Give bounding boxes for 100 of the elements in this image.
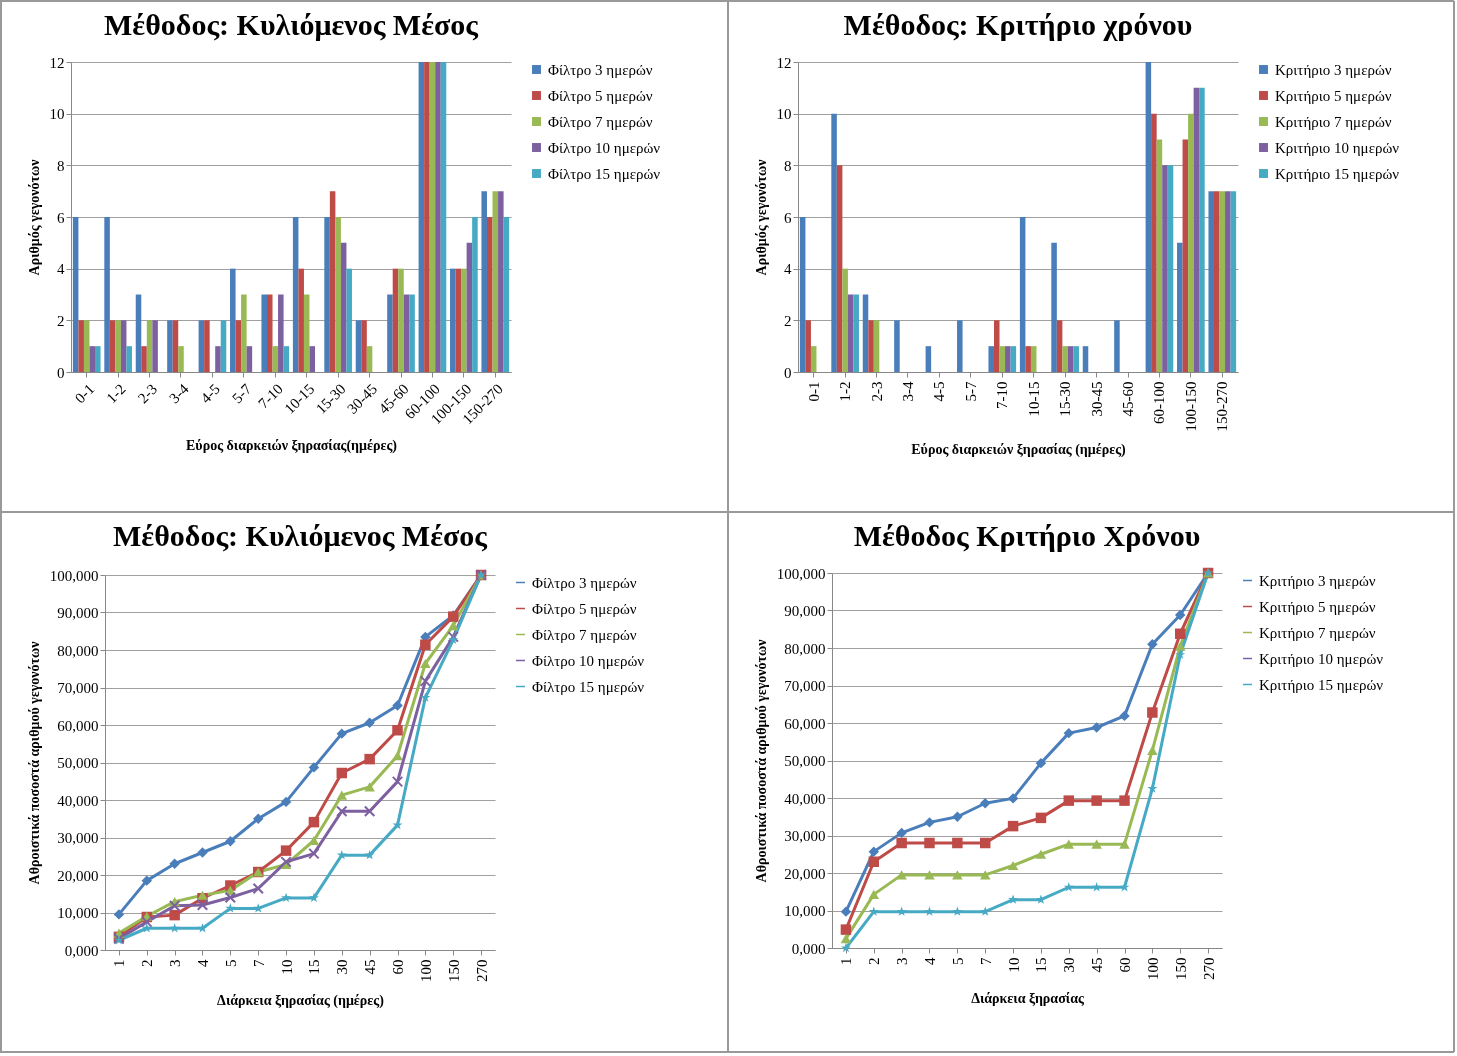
x-tick-label: 15: [306, 959, 323, 975]
x-tick-label: 4: [922, 957, 938, 965]
x-tick-label: 7: [250, 959, 267, 967]
x-tick-label: 60-100: [1151, 381, 1168, 424]
x-tick-label: 5: [222, 959, 239, 967]
legend-label: Κριτήριο 10 ημερών: [1275, 139, 1400, 156]
y-tick-label: 50,000: [784, 753, 826, 769]
y-tick-label: 20,000: [784, 865, 826, 882]
x-tick-label: 100-150: [1182, 381, 1199, 432]
legend-label: Φίλτρο 7 ημερών: [548, 113, 653, 130]
legend-label: Κριτήριο 15 ημερών: [1275, 165, 1400, 182]
y-tick-label: 40,000: [784, 790, 826, 807]
y-tick-label: 6: [57, 209, 65, 226]
y-tick-label: 30,000: [784, 828, 826, 844]
chart-title: Μέθοδος: Κυλιόμενος Μέσος: [113, 519, 488, 553]
x-tick-label: 270: [1200, 957, 1217, 980]
x-tick-label: 2: [866, 957, 883, 965]
legend-label: Κριτήριο 5 ημερών: [1259, 598, 1376, 615]
y-tick-label: 4: [57, 261, 65, 278]
x-tick-label: 30-45: [1088, 381, 1105, 417]
legend-label: Φίλτρο 5 ημερών: [548, 87, 653, 104]
y-axis-title: Αριθμός γεγονότων: [753, 158, 769, 276]
x-tick-label: 7-10: [994, 381, 1011, 409]
x-tick-label: 4-5: [931, 381, 948, 402]
x-tick-label: 10-15: [1025, 381, 1042, 417]
y-tick-label: 0: [784, 364, 792, 381]
y-tick-label: 30,000: [57, 830, 99, 846]
x-tick-label: 1: [838, 957, 855, 965]
x-tick-label: 45: [1089, 957, 1106, 973]
y-tick-label: 80,000: [57, 642, 99, 659]
x-tick-label: 2-3: [868, 381, 885, 402]
y-tick-label: 20,000: [57, 867, 99, 884]
y-tick-label: 40,000: [57, 792, 99, 809]
chart-title: Μέθοδος: Κριτήριο χρόνου: [843, 8, 1193, 41]
x-tick-label: 60: [390, 959, 406, 975]
y-tick-label: 80,000: [784, 640, 826, 657]
x-tick-label: 30: [1061, 957, 1078, 973]
chart-title: Μέθοδος: Κυλιόμενος Μέσος: [104, 8, 479, 41]
y-tick-label: 0: [57, 364, 65, 381]
x-axis-title: Εύρος διαρκειών ξηρασίας (ημέρες): [911, 442, 1127, 459]
x-tick-label: 5: [949, 957, 966, 965]
x-tick-label: 15: [1033, 957, 1050, 973]
legend-label: Κριτήριο 5 ημερών: [1275, 87, 1392, 104]
legend-label: Κριτήριο 15 ημερών: [1259, 676, 1384, 693]
x-axis-title: Διάρκεια ξηρασίας (ημέρες): [217, 993, 385, 1009]
x-tick-label: 100: [1144, 957, 1161, 980]
y-tick-label: 6: [784, 209, 792, 226]
y-tick-label: 70,000: [784, 678, 826, 694]
y-tick-label: 70,000: [57, 680, 99, 696]
x-tick-label: 100: [417, 959, 434, 982]
x-tick-label: 1-2: [103, 380, 129, 407]
x-tick-label: 5-7: [962, 381, 979, 402]
y-tick-label: 50,000: [57, 755, 99, 771]
x-tick-label: 3: [167, 959, 184, 967]
x-tick-label: 45-60: [1120, 381, 1136, 417]
y-tick-label: 100,000: [49, 567, 99, 584]
legend-label: Φίλτρο 5 ημερών: [532, 600, 637, 617]
x-axis-title: Διάρκεια ξηρασίας: [971, 991, 1085, 1006]
x-tick-label: 0-1: [805, 381, 822, 402]
x-tick-label: 7-10: [255, 380, 286, 412]
y-tick-label: 4: [784, 261, 792, 278]
y-tick-label: 10: [776, 106, 792, 123]
x-tick-label: 150: [445, 959, 462, 982]
x-tick-label: 3: [894, 957, 911, 965]
x-tick-label: 45: [362, 959, 379, 975]
x-tick-label: 3-4: [900, 381, 916, 402]
x-axis-title: Εύρος διαρκειών ξηρασίας(ημέρες): [186, 438, 398, 455]
x-tick-label: 150-270: [1214, 381, 1231, 432]
y-tick-label: 10,000: [784, 903, 826, 919]
y-tick-label: 12: [49, 54, 65, 71]
legend-label: Φίλτρο 15 ημερών: [548, 165, 661, 182]
y-tick-label: 100,000: [776, 565, 826, 582]
legend-label: Κριτήριο 3 ημερών: [1259, 572, 1376, 589]
x-tick-label: 7: [977, 957, 994, 965]
x-tick-label: 1-2: [837, 381, 854, 402]
x-tick-label: 4-5: [197, 380, 224, 407]
x-tick-label: 1: [111, 959, 128, 967]
x-tick-label: 10: [278, 959, 295, 975]
x-tick-label: 60: [1117, 957, 1133, 973]
y-tick-label: 60,000: [57, 717, 99, 734]
legend-label: Φίλτρο 3 ημερών: [532, 574, 637, 591]
legend-label: Κριτήριο 3 ημερών: [1275, 61, 1392, 78]
y-tick-label: 0,000: [791, 940, 826, 957]
legend-label: Φίλτρο 15 ημερών: [532, 678, 645, 695]
x-tick-label: 2: [139, 959, 156, 967]
x-tick-label: 2-3: [134, 380, 161, 407]
legend-label: Φίλτρο 7 ημερών: [532, 626, 637, 643]
x-tick-label: 30: [334, 959, 351, 975]
x-tick-label: 270: [473, 959, 490, 982]
x-tick-label: 5-7: [229, 380, 255, 407]
x-tick-label: 150: [1172, 957, 1189, 980]
x-tick-label: 4: [195, 959, 211, 967]
legend-label: Κριτήριο 7 ημερών: [1259, 624, 1376, 641]
x-tick-label: 10: [1005, 957, 1022, 973]
legend-label: Φίλτρο 3 ημερών: [548, 61, 653, 78]
y-tick-label: 0,000: [64, 942, 99, 959]
y-axis-title: Αθροιστικά ποσοστά αριθμού γεγονότων: [753, 638, 769, 883]
y-tick-label: 8: [784, 157, 792, 174]
legend-label: Φίλτρο 10 ημερών: [548, 139, 661, 156]
y-axis-title: Αριθμός γεγονότων: [26, 158, 42, 276]
